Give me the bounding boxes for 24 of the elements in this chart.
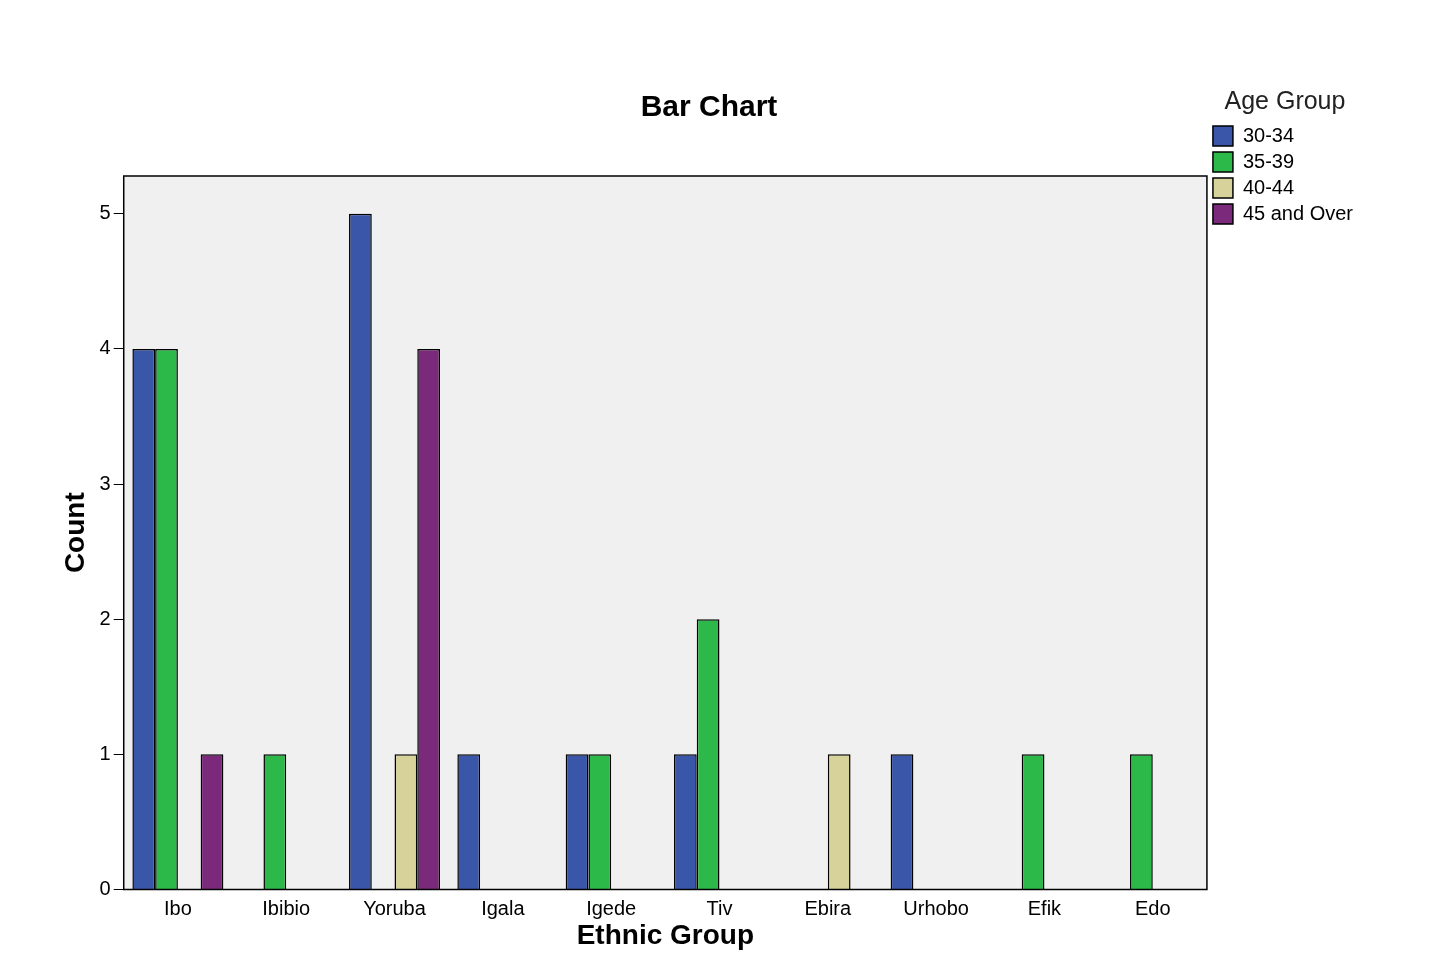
x-tick-label: Urhobo [903,896,969,919]
x-tick-label: Ibo [163,896,192,919]
x-tick-label: Ebira [804,896,853,919]
x-tick-label: Igala [481,896,526,919]
y-tick-label: 2 [99,606,111,629]
x-tick-label: Yoruba [363,896,427,919]
x-tick-label: Igede [586,896,637,919]
x-axis-title: Ethnic Group [576,918,754,950]
y-tick-label: 4 [99,336,111,359]
x-tick-label: Efik [1027,896,1063,919]
legend-label: 35-39 [1242,149,1295,172]
x-tick-label: Edo [1134,896,1171,919]
chart-title: Bar Chart [640,89,778,123]
y-tick-label: 1 [99,741,111,764]
legend-label: 30-34 [1242,123,1295,146]
y-axis-title: Count [58,492,90,574]
x-tick-label: Ibibio [262,896,311,919]
y-tick-label: 0 [99,876,111,899]
legend-label: 40-44 [1242,175,1295,198]
y-tick-label: 5 [99,201,111,224]
y-tick-label: 3 [99,471,111,494]
x-tick-label: Tiv [706,896,733,919]
legend-title: Age Group [1224,86,1346,115]
legend-label: 45 and Over [1242,201,1354,224]
